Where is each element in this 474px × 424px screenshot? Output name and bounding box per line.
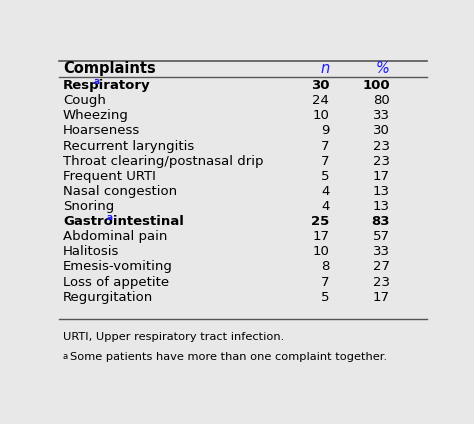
Text: 7: 7 (321, 139, 329, 153)
Text: Throat clearing/postnasal drip: Throat clearing/postnasal drip (63, 155, 264, 167)
Text: 23: 23 (373, 155, 390, 167)
Text: 57: 57 (373, 230, 390, 243)
Text: 10: 10 (312, 245, 329, 258)
Text: Recurrent laryngitis: Recurrent laryngitis (63, 139, 194, 153)
Text: 24: 24 (312, 94, 329, 107)
Text: 33: 33 (373, 245, 390, 258)
Text: Regurgitation: Regurgitation (63, 291, 153, 304)
Text: a: a (107, 213, 113, 222)
Text: 80: 80 (373, 94, 390, 107)
Text: a: a (63, 352, 68, 361)
Text: 17: 17 (312, 230, 329, 243)
Text: 17: 17 (373, 291, 390, 304)
Text: URTI, Upper respiratory tract infection.: URTI, Upper respiratory tract infection. (63, 332, 284, 342)
Text: Nasal congestion: Nasal congestion (63, 185, 177, 198)
Text: Snoring: Snoring (63, 200, 114, 213)
Text: 5: 5 (321, 170, 329, 183)
Text: 25: 25 (311, 215, 329, 228)
Text: 4: 4 (321, 185, 329, 198)
Text: Wheezing: Wheezing (63, 109, 129, 123)
Text: 8: 8 (321, 260, 329, 273)
Text: 10: 10 (312, 109, 329, 123)
Text: Frequent URTI: Frequent URTI (63, 170, 156, 183)
Text: 27: 27 (373, 260, 390, 273)
Text: 4: 4 (321, 200, 329, 213)
Text: n: n (320, 61, 329, 76)
Text: Loss of appetite: Loss of appetite (63, 276, 169, 289)
Text: Complaints: Complaints (63, 61, 155, 76)
Text: 13: 13 (373, 200, 390, 213)
Text: 30: 30 (373, 125, 390, 137)
Text: Halitosis: Halitosis (63, 245, 119, 258)
Text: 33: 33 (373, 109, 390, 123)
Text: 100: 100 (362, 79, 390, 92)
Text: 30: 30 (311, 79, 329, 92)
Text: Some patients have more than one complaint together.: Some patients have more than one complai… (70, 352, 387, 362)
Text: 17: 17 (373, 170, 390, 183)
Text: Abdominal pain: Abdominal pain (63, 230, 167, 243)
Text: Gastrointestinal: Gastrointestinal (63, 215, 184, 228)
Text: Hoarseness: Hoarseness (63, 125, 140, 137)
Text: 23: 23 (373, 139, 390, 153)
Text: 9: 9 (321, 125, 329, 137)
Text: 7: 7 (321, 276, 329, 289)
Text: 5: 5 (321, 291, 329, 304)
Text: a: a (94, 77, 100, 86)
Text: 13: 13 (373, 185, 390, 198)
Text: 83: 83 (371, 215, 390, 228)
Text: 7: 7 (321, 155, 329, 167)
Text: 23: 23 (373, 276, 390, 289)
Text: Respiratory: Respiratory (63, 79, 151, 92)
Text: %: % (376, 61, 390, 76)
Text: Emesis-vomiting: Emesis-vomiting (63, 260, 173, 273)
Text: Cough: Cough (63, 94, 106, 107)
